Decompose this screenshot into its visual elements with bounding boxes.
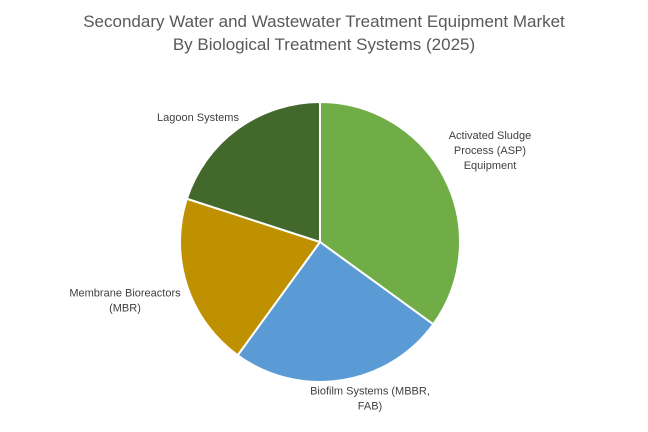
slice-label-2: Membrane Bioreactors (MBR) xyxy=(69,288,181,315)
slice-label-line: Membrane Bioreactors xyxy=(69,288,181,300)
chart-title: Secondary Water and Wastewater Treatment… xyxy=(83,12,565,31)
slice-label-3: Lagoon Systems xyxy=(157,112,239,124)
chart-title-block: Secondary Water and Wastewater Treatment… xyxy=(0,10,648,56)
slice-label-1: Biofilm Systems (MBBR, FAB) xyxy=(310,386,430,413)
slice-label-line: Activated Sludge xyxy=(449,130,532,142)
slice-label-0: Activated Sludge Process (ASP) Equipment xyxy=(449,130,532,172)
chart-subtitle: By Biological Treatment Systems (2025) xyxy=(172,35,476,54)
slice-label-line: (MBR) xyxy=(109,303,141,315)
slice-label-line: Biofilm Systems (MBBR, xyxy=(310,386,430,398)
slice-label-line: Lagoon Systems xyxy=(157,112,239,124)
pie-slice-0 xyxy=(319,100,461,326)
slice-label-line: Process (ASP) xyxy=(454,145,526,157)
pie-slice-3 xyxy=(185,100,321,244)
pie-slice-1 xyxy=(236,240,435,383)
slice-label-line: FAB) xyxy=(358,401,382,413)
slice-label-line: Equipment xyxy=(464,160,517,172)
pie-slice-2 xyxy=(179,197,322,357)
